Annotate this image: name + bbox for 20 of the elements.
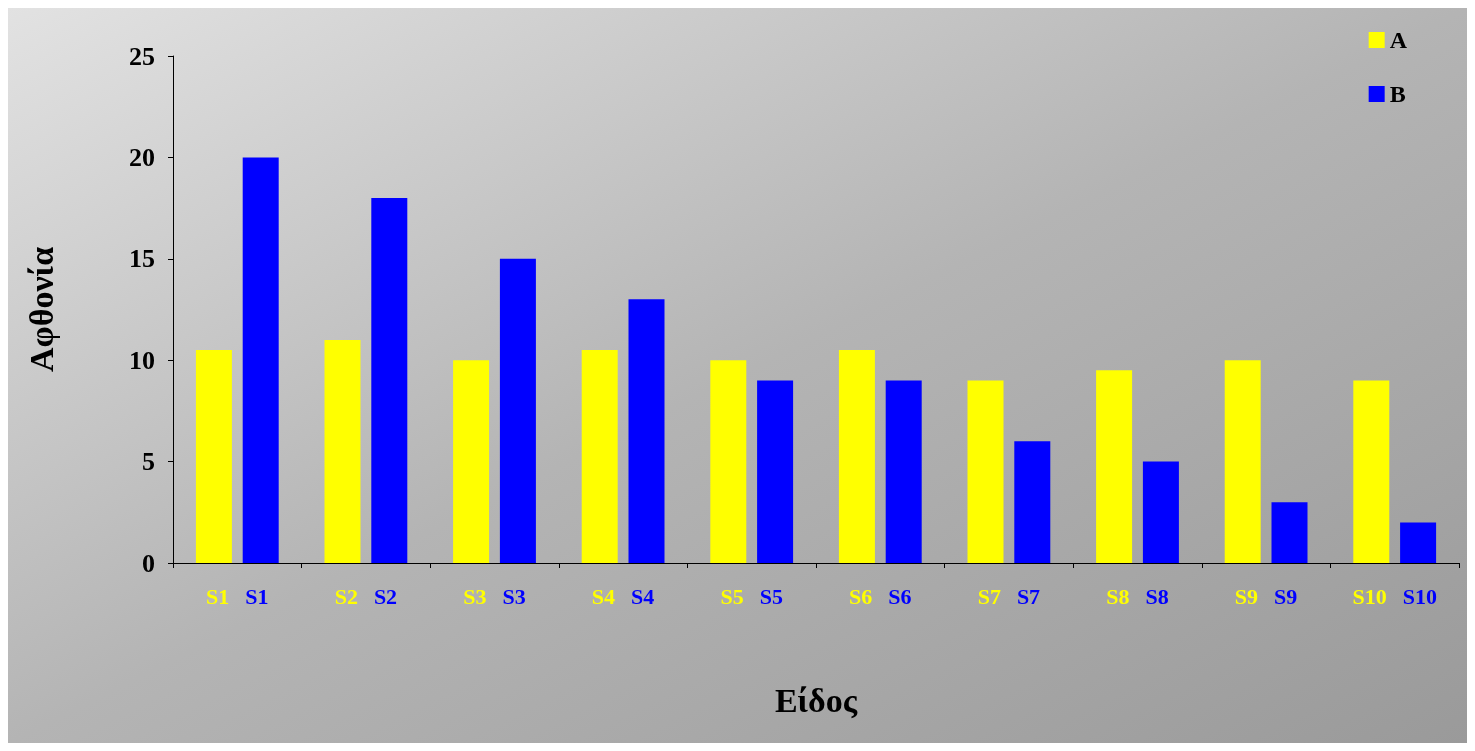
x-tick-label: S7 [977, 583, 1001, 609]
x-tick-label: S9 [1234, 583, 1259, 609]
legend-label: A [1389, 27, 1408, 53]
y-tick-label: 20 [129, 142, 155, 172]
x-axis-title: Είδος [774, 681, 858, 719]
x-tick-label: S3 [463, 583, 487, 609]
y-tick-label: 5 [142, 447, 155, 477]
x-tick-label: S10 [1352, 583, 1387, 609]
y-tick-label: 25 [129, 41, 155, 71]
x-tick-label: S4 [591, 583, 616, 609]
y-tick-label: 0 [142, 548, 155, 578]
x-tick-label: S1 [206, 583, 230, 609]
x-tick-label: S5 [720, 583, 744, 609]
y-tick-label: 15 [129, 244, 155, 274]
legend-label: B [1389, 81, 1406, 107]
y-axis-title: Αφθονία [22, 246, 60, 373]
x-tick-label: S8 [1106, 583, 1130, 609]
x-tick-label: S2 [334, 583, 358, 609]
y-tick-label: 10 [129, 345, 155, 375]
x-tick-label: S6 [849, 583, 873, 609]
